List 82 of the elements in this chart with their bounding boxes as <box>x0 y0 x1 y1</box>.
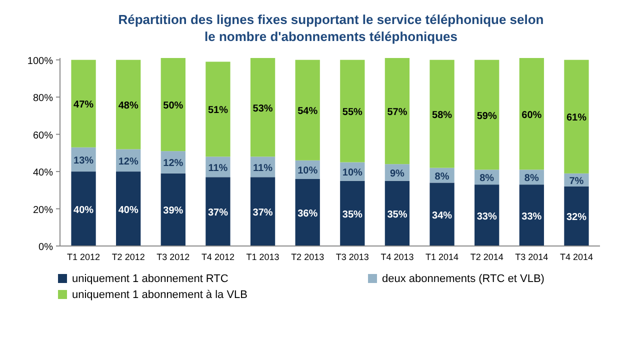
data-label: 36% <box>298 208 318 220</box>
bar <box>564 186 589 246</box>
bar <box>430 60 454 168</box>
bar <box>340 180 365 246</box>
data-label: 11% <box>208 162 228 174</box>
data-label: 13% <box>74 155 94 166</box>
x-tick-label: T1 2014 <box>426 252 459 262</box>
data-label: 54% <box>298 106 318 118</box>
bar <box>71 172 96 246</box>
data-label: 33% <box>476 211 497 222</box>
bar <box>250 58 276 157</box>
data-label: 37% <box>208 208 228 219</box>
y-tick-label: 0% <box>38 242 54 253</box>
data-label: 59% <box>476 110 497 122</box>
data-label: 60% <box>522 110 542 121</box>
data-label: 8% <box>434 171 450 182</box>
data-label: 10% <box>298 166 318 177</box>
x-tick-label: T3 2013 <box>336 252 369 262</box>
x-tick-label: T1 2012 <box>67 252 100 262</box>
x-tick-label: T4 2014 <box>560 252 593 262</box>
data-label: 40% <box>74 204 94 216</box>
legend-label: uniquement 1 abonnement à la VLB <box>72 289 248 301</box>
data-label: 7% <box>569 176 584 187</box>
data-label: 58% <box>432 110 452 121</box>
bar <box>430 182 454 246</box>
bar <box>474 184 500 246</box>
x-tick-label: T2 2014 <box>470 252 504 262</box>
x-tick-label: T3 2014 <box>515 252 548 262</box>
bar <box>519 184 544 246</box>
data-label: 39% <box>163 206 184 217</box>
bar <box>206 62 230 157</box>
bar <box>250 177 276 246</box>
data-label: 12% <box>163 158 184 170</box>
data-label: 51% <box>208 105 228 116</box>
x-tick-label: T4 2013 <box>380 252 414 262</box>
data-label: 9% <box>390 168 405 180</box>
legend-label: deux abonnements (RTC et VLB) <box>382 273 544 285</box>
data-label: 8% <box>524 173 539 184</box>
data-label: 53% <box>252 103 273 114</box>
bar <box>295 60 320 160</box>
bar <box>474 60 500 170</box>
bar <box>116 60 141 150</box>
chart-title: Répartition des lignes fixes supportant le service téléphonique selon le nombre d'abonnements téléphoniques <box>118 12 544 44</box>
x-tick-label: T2 2012 <box>112 252 145 262</box>
y-tick-label: 20% <box>32 204 54 216</box>
bar <box>384 58 410 164</box>
bar <box>564 60 589 174</box>
y-tick-label: 60% <box>32 130 54 142</box>
bar <box>206 177 230 246</box>
data-label: 35% <box>342 209 363 220</box>
data-label: 34% <box>432 210 452 222</box>
data-label: 8% <box>480 173 494 184</box>
data-label: 48% <box>118 100 138 112</box>
data-label: 35% <box>387 209 408 220</box>
bar <box>116 172 141 246</box>
data-label: 10% <box>342 168 363 179</box>
y-tick-label: 100% <box>27 56 54 67</box>
y-tick-label: 80% <box>32 93 54 104</box>
bar <box>160 173 186 246</box>
data-label: 57% <box>387 107 408 118</box>
data-label: 11% <box>253 162 273 174</box>
data-label: 33% <box>522 211 542 222</box>
data-label: 37% <box>252 208 273 219</box>
data-label: 32% <box>566 212 587 224</box>
data-label: 50% <box>163 100 184 112</box>
data-label: 61% <box>566 112 587 124</box>
data-label: 12% <box>118 156 138 168</box>
bar <box>71 60 96 148</box>
data-label: 40% <box>118 204 138 216</box>
x-tick-label: T4 2012 <box>201 252 234 262</box>
bar <box>340 60 365 162</box>
bar <box>384 180 410 246</box>
x-tick-label: T1 2013 <box>246 252 280 262</box>
data-label: 55% <box>342 107 363 118</box>
y-tick-label: 40% <box>32 168 54 179</box>
bar <box>295 178 320 246</box>
x-tick-label: T2 2013 <box>291 252 324 262</box>
data-label: 47% <box>74 100 94 111</box>
bar <box>519 58 544 170</box>
legend-label: uniquement 1 abonnement RTC <box>72 273 228 285</box>
bar <box>160 58 186 152</box>
x-tick-label: T3 2012 <box>156 252 190 262</box>
